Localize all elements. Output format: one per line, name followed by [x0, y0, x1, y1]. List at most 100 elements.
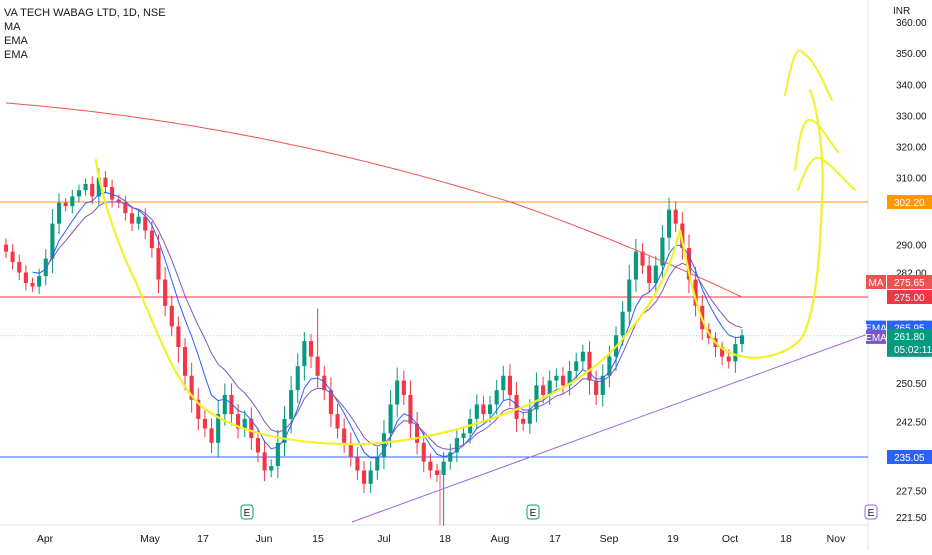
indicator-ema-1[interactable]: EMA	[4, 35, 28, 47]
candle-body	[680, 223, 685, 249]
candle-body	[342, 428, 347, 443]
candle-body	[216, 414, 221, 443]
candle-body	[527, 409, 532, 424]
candle-body	[56, 202, 62, 224]
candle-body	[348, 442, 353, 458]
indicator-ema-2[interactable]: EMA	[4, 49, 28, 61]
earnings-marker-label: E	[530, 508, 537, 519]
candle-body	[461, 433, 466, 439]
x-tick-label: Nov	[827, 533, 846, 545]
symbol-title[interactable]: VA TECH WABAG LTD, 1D, NSE	[4, 7, 166, 19]
candle-body	[328, 390, 333, 415]
candle-body	[242, 418, 247, 429]
candle-body	[3, 244, 9, 252]
y-tick-label: 250.50	[896, 379, 927, 390]
candle-body	[421, 442, 426, 462]
candle-body	[123, 202, 128, 214]
x-tick-label: 17	[549, 533, 561, 545]
yellow-squiggle	[794, 118, 839, 171]
candle-body	[202, 418, 207, 429]
candle-body	[580, 351, 585, 362]
candle-body	[494, 390, 499, 405]
x-tick-label: 18	[780, 533, 792, 545]
yellow-squiggle	[797, 156, 856, 191]
candle-body	[63, 202, 68, 207]
candle-body	[37, 276, 42, 287]
candle-body	[547, 380, 552, 395]
y-tick-label: 320.00	[896, 143, 927, 154]
candle-body	[43, 258, 48, 277]
candle-body	[143, 216, 148, 231]
candle-body	[434, 470, 440, 475]
candle-body	[335, 414, 340, 429]
candle-body	[534, 385, 539, 410]
candle-body	[381, 433, 387, 458]
x-tick-label: 17	[197, 533, 209, 545]
candle-body	[733, 344, 738, 362]
candle-body	[156, 248, 161, 280]
candle-body	[10, 251, 15, 263]
candle-body	[415, 423, 420, 443]
candle-body	[295, 366, 300, 391]
earnings-marker	[240, 504, 254, 520]
candle-body	[355, 457, 360, 471]
candle-body	[594, 380, 599, 395]
candle-body	[541, 385, 546, 395]
chart-legend: VA TECH WABAG LTD, 1D, NSE MA EMA EMA	[4, 6, 166, 62]
candle-body	[96, 177, 101, 197]
candle-body	[249, 418, 254, 439]
candle-body	[83, 183, 88, 191]
candle-body	[315, 356, 320, 376]
candle-body	[17, 262, 22, 273]
candle-body	[269, 466, 274, 471]
x-tick-label: Oct	[722, 533, 738, 545]
indicator-ma[interactable]: MA	[4, 21, 21, 33]
candle-body	[660, 237, 665, 266]
y-tick-label: 242.50	[896, 417, 927, 428]
candle-body	[110, 187, 115, 200]
x-tick-label: 18	[439, 533, 451, 545]
candle-body	[70, 196, 75, 207]
candle-body	[474, 404, 479, 419]
ma-line	[5, 102, 743, 298]
candle-body	[30, 283, 35, 287]
y-tick-label: 221.50	[896, 513, 927, 524]
level-275-badge-bg	[887, 290, 932, 304]
candle-body	[169, 305, 174, 327]
candle-body	[209, 428, 214, 443]
x-tick-label: Sep	[600, 533, 619, 545]
candle-body	[136, 216, 141, 224]
candle-body	[196, 399, 201, 419]
level-275-badge: 275.00	[894, 293, 925, 304]
candle-body	[647, 265, 652, 284]
last-price-label: 261.80	[894, 332, 925, 343]
y-tick-label: 227.50	[896, 486, 927, 497]
candle-body	[567, 370, 572, 386]
y-tick-label: 330.00	[896, 111, 927, 122]
ema-fast-badge-tag-label: EMA	[865, 324, 887, 335]
candle-body	[302, 341, 307, 367]
candle-body	[103, 177, 108, 188]
ma-badge-tag	[866, 275, 886, 289]
y-tick-label: 282.00	[896, 269, 927, 280]
currency-label: INR	[893, 6, 910, 17]
ma-badge-tag-label: MA	[869, 278, 884, 289]
candle-body	[501, 375, 506, 391]
y-tick-label: 310.00	[896, 174, 927, 185]
candle-body	[514, 394, 519, 419]
candle-body	[388, 404, 393, 434]
candle-body	[149, 230, 154, 249]
candle-body	[76, 190, 81, 197]
last-price-bg	[887, 328, 932, 357]
candle-body	[487, 404, 493, 415]
candle-body	[667, 209, 672, 238]
level-302-badge-bg	[887, 195, 932, 209]
candle-body	[448, 452, 453, 462]
candle-body	[229, 394, 234, 415]
y-tick-label: 340.00	[896, 80, 927, 91]
candle-body	[640, 251, 645, 266]
level-302-badge: 302.20	[894, 198, 925, 209]
yellow-path	[94, 88, 824, 446]
